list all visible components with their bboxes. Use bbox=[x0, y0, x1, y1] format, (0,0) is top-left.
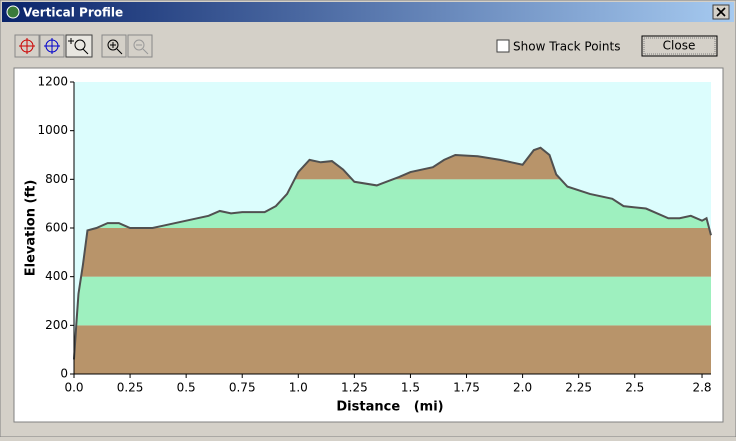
x-tick-label: 2.8 bbox=[692, 381, 711, 395]
toolbar bbox=[14, 34, 153, 58]
tool-zoom-out[interactable] bbox=[127, 34, 153, 58]
tool-blue[interactable] bbox=[39, 34, 65, 58]
tool-zoom-in[interactable] bbox=[101, 34, 127, 58]
x-tick-label: 1.75 bbox=[453, 381, 480, 395]
window-title: Vertical Profile bbox=[23, 6, 123, 20]
x-tick-label: 2.5 bbox=[625, 381, 644, 395]
y-tick-label: 400 bbox=[45, 269, 68, 283]
x-tick-label: 0.0 bbox=[64, 381, 83, 395]
x-axis-label: Distance (mi) bbox=[336, 400, 443, 415]
y-tick-label: 1000 bbox=[37, 123, 68, 137]
y-tick-label: 600 bbox=[45, 221, 68, 235]
y-tick-label: 1200 bbox=[37, 75, 68, 89]
app-icon bbox=[6, 5, 20, 19]
title-bar bbox=[2, 2, 734, 22]
profile-line bbox=[73, 146, 712, 360]
tool-red[interactable] bbox=[14, 34, 40, 58]
title-close[interactable] bbox=[712, 4, 730, 20]
y-tick-label: 0 bbox=[60, 367, 68, 381]
x-tick-label: 2.0 bbox=[513, 381, 532, 395]
x-tick-label: 1.5 bbox=[401, 381, 420, 395]
elevation-band bbox=[74, 325, 711, 374]
y-axis-label: Elevation (ft) bbox=[24, 180, 39, 277]
x-tick-label: 2.25 bbox=[565, 381, 592, 395]
x-tick-label: 0.5 bbox=[177, 381, 196, 395]
x-tick-label: 1.25 bbox=[341, 381, 368, 395]
y-tick-label: 800 bbox=[45, 172, 68, 186]
plot: 0 200 400 600 800 1000 1200 0.0 0.25 0.5 0.75 1.0 1.… bbox=[37, 75, 712, 395]
x-tick-label: 1.0 bbox=[289, 381, 308, 395]
x-tick-label: 0.25 bbox=[117, 381, 144, 395]
x-tick-label: 0.75 bbox=[229, 381, 256, 395]
close-button[interactable]: Close bbox=[641, 35, 718, 57]
tool-zoom-box[interactable] bbox=[65, 34, 93, 58]
checkbox[interactable]: Show Track Points bbox=[496, 39, 620, 54]
checkbox-label: Show Track Points bbox=[513, 40, 620, 54]
close-button-label: Close bbox=[663, 39, 696, 53]
elevation-band bbox=[74, 228, 711, 277]
y-tick-label: 200 bbox=[45, 318, 68, 332]
elevation-band bbox=[74, 276, 711, 326]
